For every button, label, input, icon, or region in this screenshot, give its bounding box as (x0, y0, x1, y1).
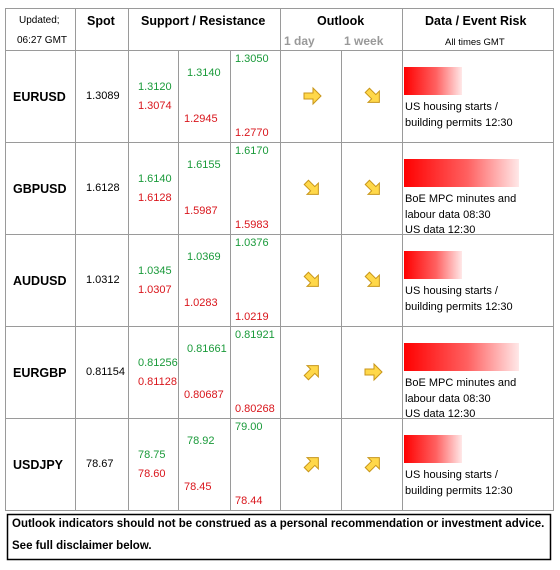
times-header: All times GMT (445, 37, 505, 48)
outlook-arrow (364, 362, 383, 382)
event: BoE MPC minutes and (405, 377, 517, 389)
event: BoE MPC minutes and (405, 193, 517, 205)
resistance: 1.6140 (138, 173, 172, 185)
event: building permits 12:30 (405, 484, 513, 497)
pair: AUDUSD (13, 274, 67, 288)
support: 1.5987 (184, 205, 218, 217)
outlook-arrow (303, 365, 319, 381)
spot: 1.0312 (86, 274, 120, 286)
pair: GBPUSD (13, 182, 67, 196)
spot: 1.3089 (86, 90, 120, 102)
support: 78.44 (235, 495, 263, 507)
support: 1.2945 (184, 113, 218, 125)
resistance: 0.81661 (187, 343, 227, 355)
resistance: 1.3140 (187, 67, 221, 79)
footer-line: See full disclaimer below. (12, 540, 152, 552)
outlook-arrow (303, 86, 322, 106)
support: 1.0307 (138, 284, 172, 296)
event: labour data 08:30 (405, 392, 491, 405)
support: 1.3074 (138, 100, 172, 112)
spot: 1.6128 (86, 182, 120, 194)
resistance: 79.00 (235, 421, 263, 433)
risk-bar (404, 343, 519, 371)
support: 1.6128 (138, 192, 172, 204)
resistance: 0.81921 (235, 329, 275, 341)
resistance: 1.3050 (235, 53, 269, 65)
resistance: 0.81256 (138, 357, 178, 369)
support: 78.45 (184, 481, 212, 493)
outlook-header: Outlook (317, 14, 365, 28)
outlook-arrow (364, 87, 380, 103)
risk-bar (404, 251, 462, 279)
support: 0.81128 (138, 376, 177, 388)
outlook-arrow (303, 457, 319, 473)
resistance: 1.6155 (187, 159, 221, 171)
resistance: 1.3120 (138, 81, 172, 93)
event: building permits 12:30 (405, 116, 513, 129)
sr-header: Support / Resistance (141, 14, 266, 28)
event: US housing starts / (405, 101, 498, 113)
pair: EURGBP (13, 366, 67, 380)
outlook-arrow (364, 271, 380, 287)
risk-bar (404, 159, 519, 187)
risk-bar (404, 435, 462, 463)
pair: EURUSD (13, 90, 66, 104)
event: labour data 08:30 (405, 208, 491, 221)
support: 1.2770 (235, 127, 269, 139)
resistance: 1.0369 (187, 251, 221, 263)
spot-header: Spot (87, 14, 115, 28)
support: 1.0283 (184, 297, 218, 309)
outlook-arrow (303, 271, 319, 287)
outlook-arrow (364, 179, 380, 195)
resistance: 1.6170 (235, 145, 269, 157)
footer-line: Outlook indicators should not be constru… (12, 518, 545, 530)
risk-bar (404, 67, 462, 95)
event: US housing starts / (405, 469, 498, 481)
resistance: 78.75 (138, 449, 166, 461)
support: 1.5983 (235, 219, 269, 231)
outlook-arrow (303, 179, 319, 195)
day-header: 1 day (284, 34, 315, 48)
data-header: Data / Event Risk (425, 14, 527, 28)
event: US housing starts / (405, 285, 498, 297)
spot: 78.67 (86, 458, 114, 470)
support: 78.60 (138, 468, 166, 480)
event: US data 12:30 (405, 408, 476, 420)
event: US data 12:30 (405, 224, 476, 236)
resistance: 1.0345 (138, 265, 172, 277)
event: building permits 12:30 (405, 300, 513, 313)
updated: Updated; (19, 15, 60, 26)
week-header: 1 week (344, 34, 384, 48)
resistance: 78.92 (187, 435, 215, 447)
support: 1.0219 (235, 311, 269, 323)
spot: 0.81154 (86, 366, 125, 378)
time: 06:27 GMT (17, 35, 68, 46)
support: 0.80687 (184, 389, 224, 401)
resistance: 1.0376 (235, 237, 269, 249)
support: 0.80268 (235, 403, 275, 415)
pair: USDJPY (13, 458, 64, 472)
outlook-arrow (364, 457, 380, 473)
